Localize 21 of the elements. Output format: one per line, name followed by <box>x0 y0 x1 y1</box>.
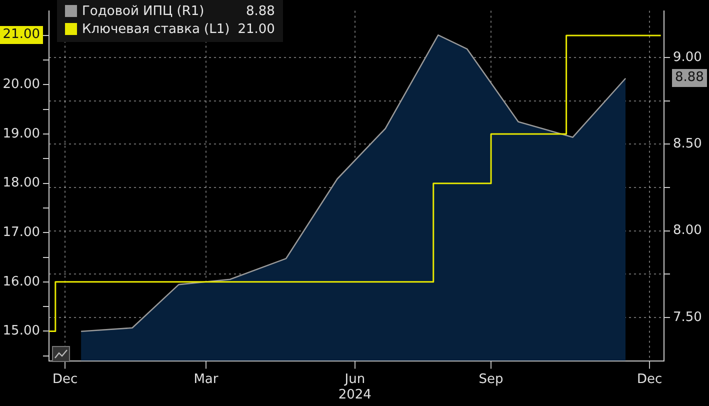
legend-label: Ключевая ставка (L1) <box>82 22 230 36</box>
value-tag: 8.88 <box>672 69 707 88</box>
legend-label: Годовой ИПЦ (R1) <box>82 4 204 18</box>
y-tick-label: 17.00 <box>2 225 40 240</box>
x-tick-label: Jun 2024 <box>338 372 372 403</box>
y2-tick-label: 8.50 <box>673 136 702 152</box>
x-tick-label: Dec <box>52 372 78 387</box>
y-tick-label: 16.00 <box>2 274 40 290</box>
annotation: 8.88 <box>244 4 275 18</box>
x-tick-label: Dec <box>637 372 662 387</box>
annotation: 21.00 <box>236 22 275 36</box>
y-tick-label: 19.00 <box>2 126 40 142</box>
x-tick-label: Mar <box>194 372 219 387</box>
y-tick-label: 20.00 <box>2 77 40 92</box>
value-tag: 21.00 <box>0 26 43 44</box>
y2-tick-label: 9.00 <box>673 50 702 65</box>
y2-tick-label: 8.00 <box>673 223 702 238</box>
x-tick-label: Sep <box>478 372 504 387</box>
y-tick-label: 15.00 <box>2 324 40 339</box>
y-tick-label: 18.00 <box>2 176 40 191</box>
y2-tick-label: 7.50 <box>673 310 702 325</box>
